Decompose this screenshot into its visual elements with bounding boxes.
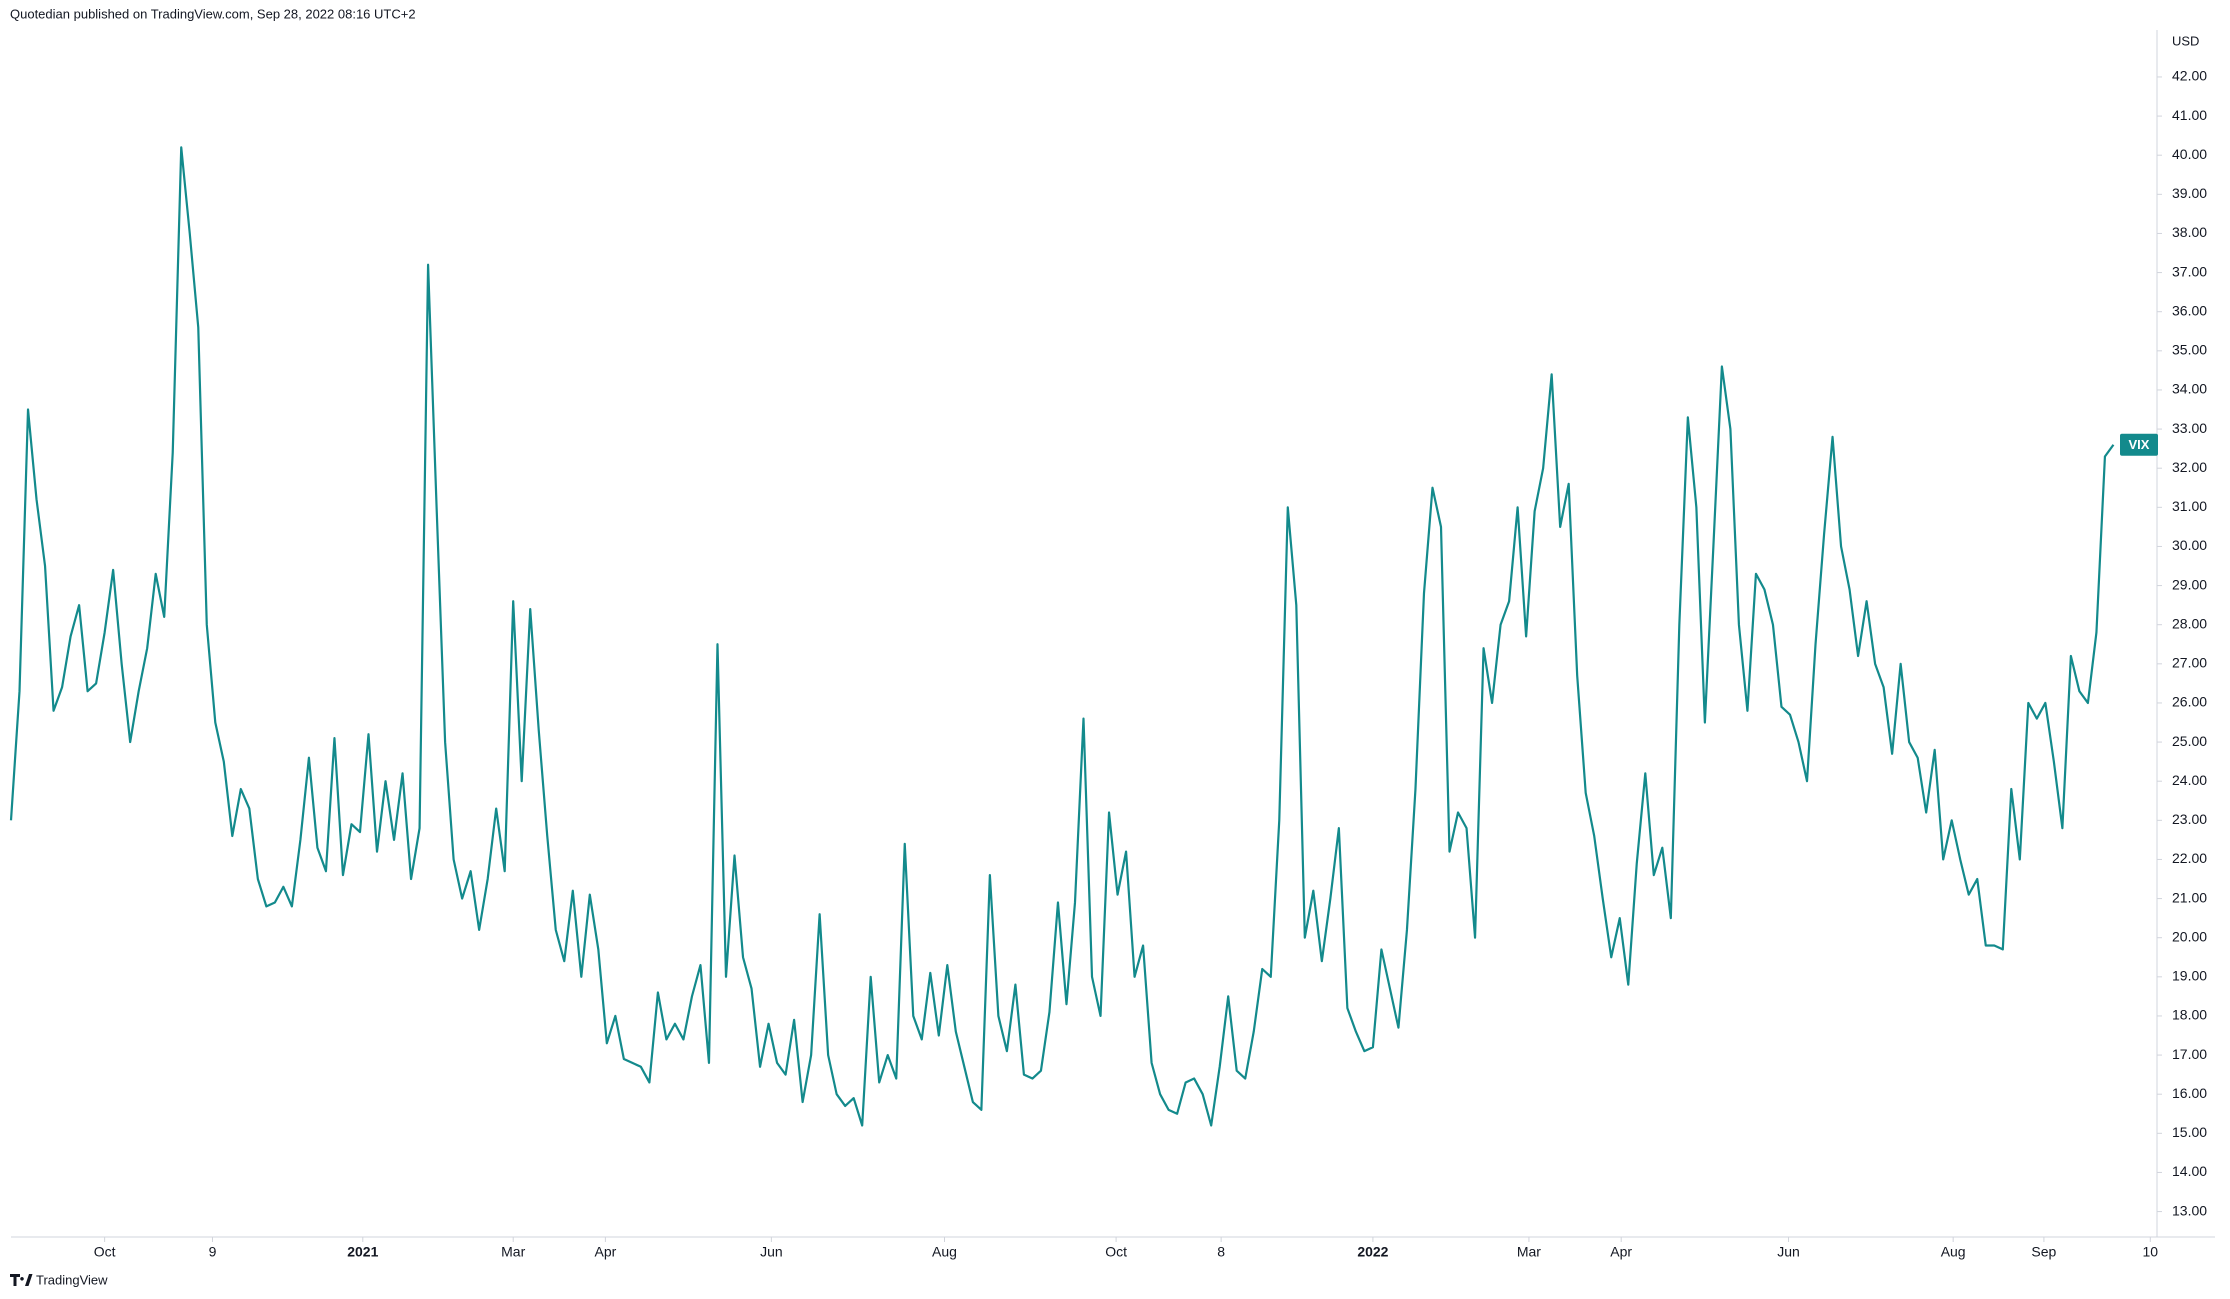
y-tick-label: 29.00: [2172, 576, 2207, 592]
y-tick-label: 22.00: [2172, 850, 2207, 866]
y-tick-label: 36.00: [2172, 302, 2207, 318]
x-tick-label: Apr: [1610, 1244, 1632, 1260]
x-tick-label: 2021: [347, 1244, 378, 1260]
y-tick-label: 42.00: [2172, 68, 2207, 84]
y-tick-label: 28.00: [2172, 615, 2207, 631]
y-tick-label: 16.00: [2172, 1085, 2207, 1101]
y-tick-label: 35.00: [2172, 342, 2207, 358]
y-tick-label: 38.00: [2172, 224, 2207, 240]
y-tick-label: 39.00: [2172, 185, 2207, 201]
y-tick-label: 31.00: [2172, 498, 2207, 514]
x-tick-label: Oct: [94, 1244, 116, 1260]
x-tick-label: 8: [1217, 1244, 1225, 1260]
y-tick-label: 19.00: [2172, 968, 2207, 984]
y-axis-unit: USD: [2172, 33, 2199, 48]
y-tick-label: 34.00: [2172, 381, 2207, 397]
y-tick-label: 14.00: [2172, 1163, 2207, 1179]
y-tick-label: 13.00: [2172, 1202, 2207, 1218]
series-label-bg: [2120, 433, 2158, 456]
x-tick-label: Mar: [1517, 1244, 1541, 1260]
x-tick-label: Mar: [501, 1244, 525, 1260]
x-tick-label: Aug: [1941, 1244, 1966, 1260]
publisher-note: Quotedian published on TradingView.com, …: [10, 6, 416, 21]
series-label: VIX: [2129, 437, 2150, 452]
x-tick-label: 9: [209, 1244, 217, 1260]
x-tick-label: Jun: [1777, 1244, 1800, 1260]
y-tick-label: 27.00: [2172, 655, 2207, 671]
y-tick-label: 32.00: [2172, 459, 2207, 475]
x-tick-label: Sep: [2031, 1244, 2056, 1260]
y-tick-label: 30.00: [2172, 537, 2207, 553]
x-tick-label: 2022: [1357, 1244, 1388, 1260]
y-tick-label: 17.00: [2172, 1046, 2207, 1062]
y-tick-label: 40.00: [2172, 146, 2207, 162]
x-tick-label: Apr: [594, 1244, 616, 1260]
y-tick-label: 18.00: [2172, 1007, 2207, 1023]
tradingview-logo: [10, 1274, 33, 1286]
y-tick-label: 20.00: [2172, 928, 2207, 944]
y-tick-label: 41.00: [2172, 107, 2207, 123]
x-tick-label: 10: [2143, 1244, 2159, 1260]
x-tick-label: Aug: [932, 1244, 957, 1260]
price-line: [9, 146, 2115, 1127]
x-tick-label: Jun: [760, 1244, 783, 1260]
x-tick-label: Oct: [1105, 1244, 1127, 1260]
y-tick-label: 21.00: [2172, 889, 2207, 905]
y-tick-label: 26.00: [2172, 694, 2207, 710]
plot-area: [11, 30, 2155, 1237]
y-tick-label: 37.00: [2172, 263, 2207, 279]
y-tick-label: 15.00: [2172, 1124, 2207, 1140]
y-tick-label: 24.00: [2172, 772, 2207, 788]
y-tick-label: 33.00: [2172, 420, 2207, 436]
brand-name: TradingView: [36, 1272, 108, 1287]
y-tick-label: 23.00: [2172, 811, 2207, 827]
y-tick-label: 25.00: [2172, 733, 2207, 749]
